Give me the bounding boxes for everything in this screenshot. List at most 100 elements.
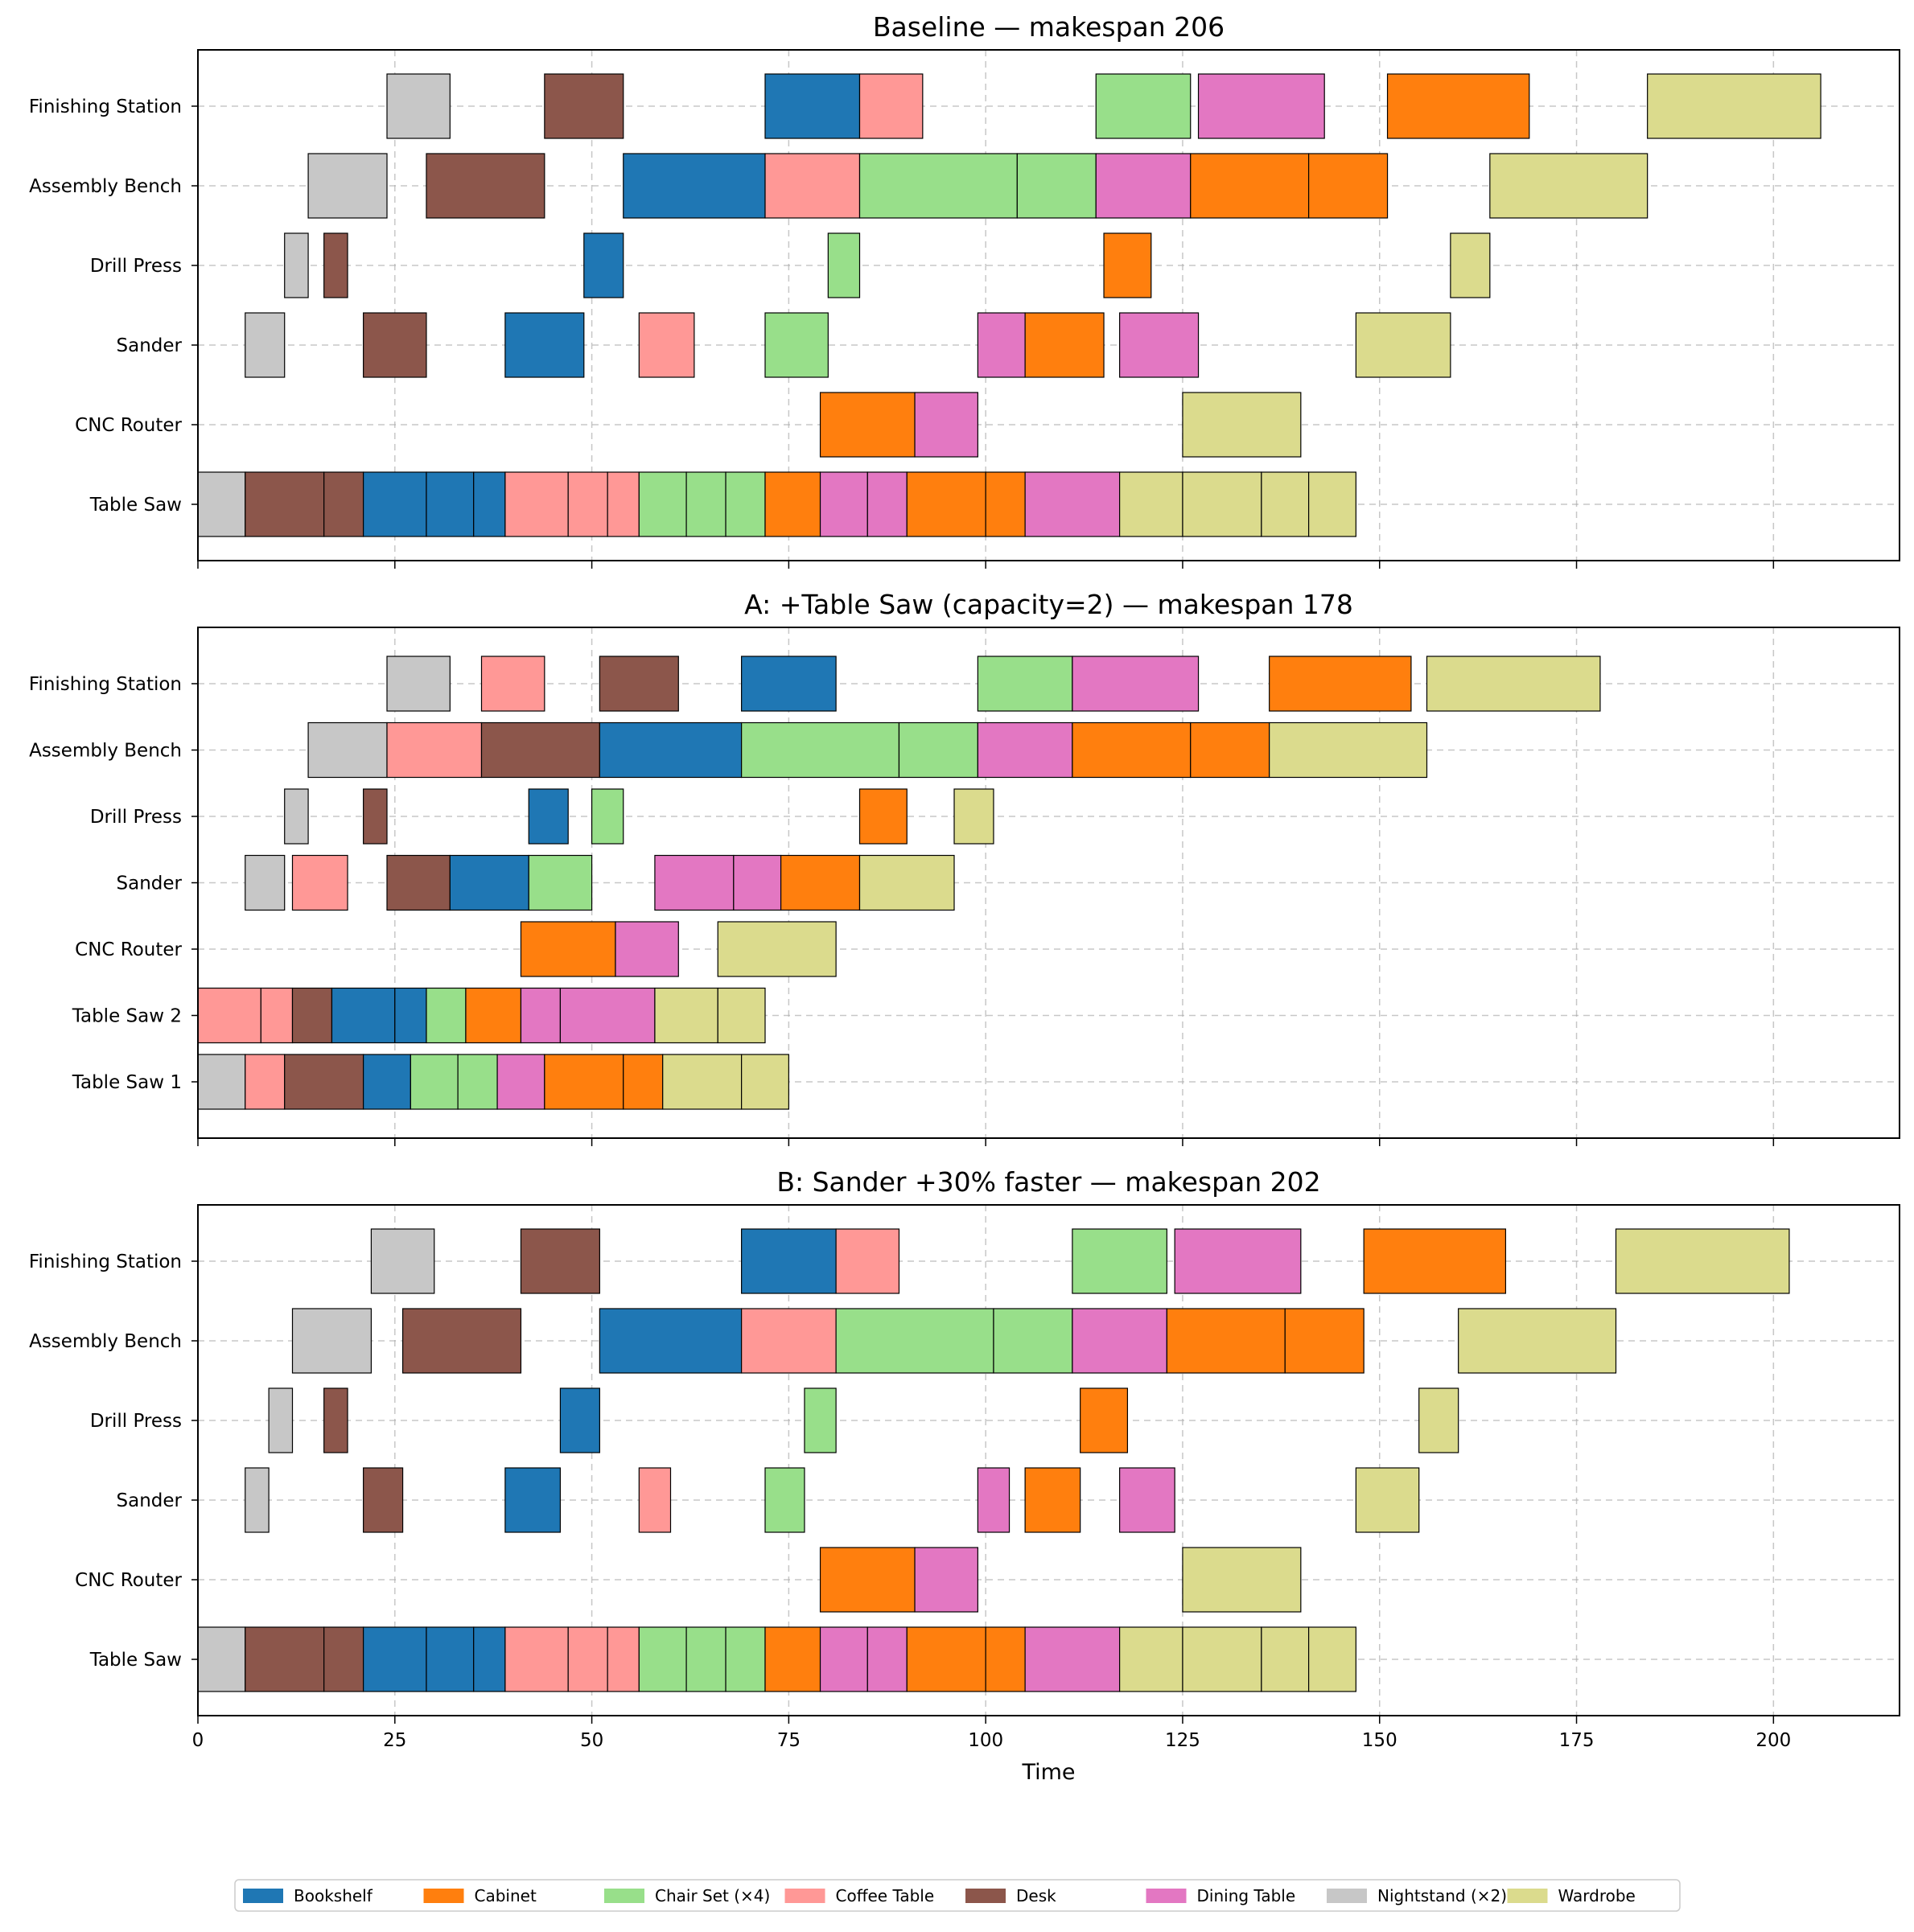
task-bar-dining-table <box>866 1626 908 1692</box>
machine-label: Finishing Station <box>29 1252 182 1272</box>
task-bar-wardrobe <box>1355 312 1451 378</box>
task-bar-bookshelf <box>528 788 569 845</box>
task-bar-chair-set-4 <box>764 1467 805 1533</box>
task-bar-desk <box>363 312 427 378</box>
task-bar-coffee-table <box>245 1054 286 1110</box>
task-bar-chair-set-4 <box>804 1387 837 1453</box>
machine-label: Sander <box>117 874 183 894</box>
legend-swatch-chair-set-4 <box>604 1889 644 1903</box>
task-bar-desk <box>245 1626 325 1692</box>
task-bar-wardrobe <box>654 987 718 1044</box>
legend-label: Wardrobe <box>1558 1886 1636 1905</box>
machine-label: CNC Router <box>75 1570 182 1591</box>
gantt-panel-2: Finishing Station Assembly Bench Drill Pre… <box>29 589 1900 1146</box>
task-bar-cabinet <box>1024 312 1105 378</box>
task-bar-wardrobe <box>1119 471 1183 537</box>
task-bar-wardrobe <box>1418 1387 1459 1453</box>
task-bar-nightstand-2 <box>268 1387 294 1453</box>
task-bar-cabinet <box>858 788 908 845</box>
task-bar-bookshelf <box>426 471 475 537</box>
task-bar-dining-table <box>1197 73 1325 139</box>
machine-label: Table Saw <box>89 1650 182 1671</box>
machine-label: Finishing Station <box>29 674 182 695</box>
task-bar-cabinet <box>544 1054 624 1110</box>
task-bar-dining-table <box>914 392 978 458</box>
task-bar-dining-table <box>819 471 868 537</box>
task-bar-desk <box>323 1626 364 1692</box>
task-bar-wardrobe <box>741 1054 789 1110</box>
task-bar-coffee-table <box>858 73 924 139</box>
task-bar-chair-set-4 <box>725 1626 766 1692</box>
task-bar-dining-table <box>733 854 782 911</box>
task-bar-chair-set-4 <box>1095 73 1192 139</box>
x-tick-label: 75 <box>777 1730 801 1751</box>
task-bar-chair-set-4 <box>426 987 467 1044</box>
task-bar-desk <box>284 1054 364 1110</box>
task-bar-dining-table <box>977 721 1073 779</box>
task-bar-desk <box>544 73 624 139</box>
task-bar-wardrobe <box>1261 471 1310 537</box>
machine-label: CNC Router <box>75 415 182 436</box>
machine-label: Table Saw 1 <box>72 1072 182 1093</box>
task-bar-nightstand-2 <box>386 656 451 712</box>
axes-frame <box>197 49 1900 561</box>
panel-title: B: Sander +30% faster — makespan 202 <box>776 1166 1320 1198</box>
task-bar-dining-table <box>654 854 735 911</box>
legend-swatch-coffee-table <box>784 1889 825 1903</box>
task-bar-nightstand-2 <box>245 312 286 378</box>
task-bar-chair-set-4 <box>898 721 978 779</box>
task-bar-cabinet <box>1386 73 1530 139</box>
legend-swatch-bookshelf <box>243 1889 283 1903</box>
task-bar-desk <box>363 788 388 845</box>
legend-label: Desk <box>1016 1886 1056 1905</box>
task-bar-nightstand-2 <box>307 153 388 219</box>
task-bar-coffee-table <box>835 1228 900 1294</box>
task-bar-coffee-table <box>607 1626 640 1692</box>
machine-label: Drill Press <box>90 807 182 828</box>
task-bar-dining-table <box>559 987 656 1044</box>
task-bar-cabinet <box>1190 721 1270 779</box>
panel-title: Baseline — makespan 206 <box>873 11 1225 43</box>
task-bar-dining-table <box>1072 1308 1167 1374</box>
task-bar-cabinet <box>906 1626 986 1692</box>
x-tick-label: 200 <box>1756 1730 1791 1751</box>
task-bar-wardrobe <box>1355 1467 1420 1533</box>
task-bar-coffee-table <box>638 1467 672 1533</box>
task-bar-dining-table <box>615 921 679 977</box>
task-bar-dining-table <box>1095 153 1192 219</box>
machine-label: Sander <box>117 1490 183 1511</box>
task-bar-dining-table <box>1119 1467 1175 1533</box>
task-bar-bookshelf <box>504 312 585 378</box>
task-bar-chair-set-4 <box>457 1054 498 1110</box>
task-bar-dining-table <box>1072 656 1200 712</box>
task-bar-wardrobe <box>1269 721 1428 779</box>
legend-swatch-nightstand-2 <box>1327 1889 1367 1903</box>
task-bar-bookshelf <box>559 1387 600 1453</box>
task-bar-bookshelf <box>426 1626 475 1692</box>
task-bar-desk <box>323 471 364 537</box>
task-bar-chair-set-4 <box>725 471 766 537</box>
task-bar-dining-table <box>1024 471 1121 537</box>
task-bar-cabinet <box>764 1626 821 1692</box>
task-bar-wardrobe <box>953 788 994 845</box>
task-bar-chair-set-4 <box>638 471 687 537</box>
legend-label: Chair Set (×4) <box>655 1886 770 1905</box>
task-bar-bookshelf <box>599 721 743 779</box>
machine-label: Assembly Bench <box>29 1331 182 1352</box>
task-bar-chair-set-4 <box>1072 1228 1167 1294</box>
task-bar-chair-set-4 <box>827 232 861 298</box>
legend-label: Cabinet <box>475 1886 537 1905</box>
machine-label: Finishing Station <box>29 97 182 117</box>
task-bar-nightstand-2 <box>245 854 286 911</box>
task-bar-nightstand-2 <box>284 788 309 845</box>
task-bar-bookshelf <box>363 471 427 537</box>
task-bar-cabinet <box>520 921 616 977</box>
legend-label: Bookshelf <box>294 1886 373 1905</box>
task-bar-nightstand-2 <box>307 721 388 779</box>
task-bar-coffee-table <box>504 1626 569 1692</box>
task-bar-bookshelf <box>741 656 837 712</box>
task-bar-nightstand-2 <box>284 232 309 298</box>
task-bar-chair-set-4 <box>1016 153 1097 219</box>
task-bar-chair-set-4 <box>977 656 1073 712</box>
task-bar-nightstand-2 <box>197 1054 246 1110</box>
